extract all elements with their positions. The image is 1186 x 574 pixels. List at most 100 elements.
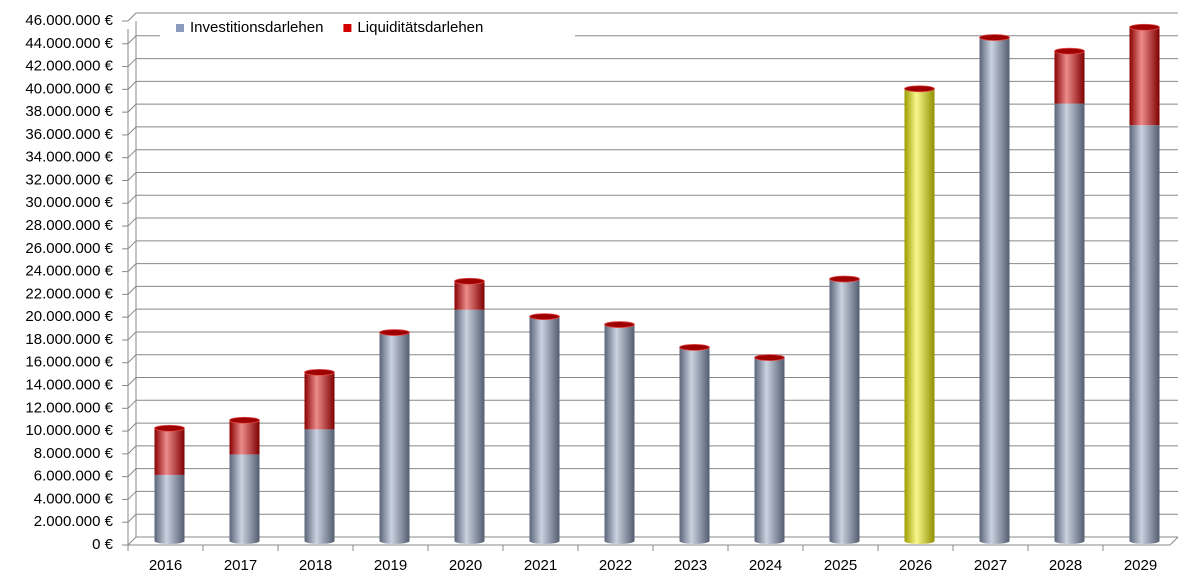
bar: [454, 309, 485, 541]
bar-base: [304, 538, 335, 544]
grid-line: [127, 331, 137, 341]
grid-line: [127, 491, 137, 500]
bar-base: [379, 538, 410, 544]
bar-base: [829, 538, 860, 544]
bar-cap: [1129, 23, 1160, 31]
x-tick-label: 2024: [749, 557, 782, 574]
y-tick-label: 38.000.000 €: [25, 103, 113, 120]
x-tick-label: 2023: [674, 557, 707, 574]
grid-line: [127, 126, 137, 136]
grid-line: [127, 399, 137, 409]
bar: [304, 429, 335, 541]
bar: [229, 454, 260, 541]
y-tick-label: 20.000.000 €: [25, 308, 113, 325]
bar-base: [454, 538, 485, 544]
bar-base: [604, 538, 635, 544]
bar: [679, 347, 710, 541]
grid-line: [127, 172, 137, 181]
bar-base: [904, 538, 935, 544]
grid-line: [127, 513, 137, 523]
bar: [979, 37, 1010, 542]
grid-line: [127, 377, 137, 386]
y-tick-label: 6.000.000 €: [34, 468, 114, 485]
grid-line: [127, 468, 137, 478]
y-tick-label: 34.000.000 €: [25, 149, 113, 166]
grid-line: [127, 286, 137, 295]
bar: [904, 88, 935, 541]
x-tick-label: 2020: [449, 557, 482, 574]
grid-line: [127, 422, 137, 432]
bar: [1129, 125, 1160, 541]
y-tick-label: 30.000.000 €: [25, 194, 113, 211]
grid-line: [127, 80, 137, 90]
bar: [529, 316, 560, 541]
y-tick-label: 14.000.000 €: [25, 376, 113, 393]
y-tick-label: 24.000.000 €: [25, 263, 113, 280]
x-tick-label: 2022: [599, 557, 632, 574]
y-tick-label: 46.000.000 €: [25, 12, 113, 29]
y-tick-label: 28.000.000 €: [25, 217, 113, 234]
y-tick-label: 36.000.000 €: [25, 126, 113, 143]
x-tick-label: 2016: [149, 557, 182, 574]
bar-cap: [304, 369, 335, 376]
bar: [1054, 103, 1085, 541]
grid-line: [127, 536, 137, 546]
y-tick-label: 22.000.000 €: [25, 285, 113, 302]
bar-cap: [904, 85, 935, 93]
grid-line: [127, 35, 137, 45]
legend-swatch: [343, 24, 352, 32]
x-tick-label: 2019: [374, 557, 407, 574]
bar: [379, 332, 410, 541]
bar: [154, 474, 185, 541]
legend-label: Investitionsdarlehen: [190, 19, 323, 36]
bar-cap: [229, 416, 260, 424]
bar-base: [1129, 538, 1160, 544]
grid-line: [127, 217, 137, 227]
y-tick-label: 26.000.000 €: [25, 240, 113, 257]
bar-base: [154, 538, 185, 544]
bar-cap: [979, 34, 1010, 41]
y-tick-label: 0 €: [92, 536, 114, 553]
y-tick-label: 32.000.000 €: [25, 171, 113, 188]
x-tick-label: 2021: [524, 557, 557, 574]
bar-cap: [454, 277, 485, 285]
bar-base: [679, 538, 710, 544]
bar-cap: [679, 343, 710, 351]
bar: [304, 372, 335, 430]
x-tick-label: 2028: [1049, 557, 1082, 574]
y-tick-label: 4.000.000 €: [34, 490, 114, 507]
bar-cap: [1054, 47, 1085, 55]
x-axis-line: [1169, 536, 1179, 546]
bar: [1054, 51, 1085, 104]
grid-line: [127, 103, 137, 113]
bar-cap: [604, 321, 635, 328]
bar-cap: [154, 424, 185, 432]
x-tick-label: 2017: [224, 557, 257, 574]
bar: [829, 279, 860, 541]
x-tick-label: 2027: [974, 557, 1007, 574]
bar: [229, 420, 260, 455]
bar-cap: [379, 329, 410, 336]
grid-line: [127, 12, 137, 22]
y-tick-label: 2.000.000 €: [34, 513, 114, 530]
bar-cap: [829, 275, 860, 283]
grid-line: [127, 58, 137, 67]
y-tick-label: 12.000.000 €: [25, 399, 113, 416]
x-tick-label: 2029: [1124, 557, 1157, 574]
bar: [754, 357, 785, 541]
x-tick-label: 2018: [299, 557, 332, 574]
y-tick-label: 16.000.000 €: [25, 354, 113, 371]
bar-base: [979, 538, 1010, 544]
bar-base: [529, 538, 560, 544]
grid-line: [127, 149, 137, 159]
legend-swatch: [176, 24, 184, 32]
y-tick-label: 18.000.000 €: [25, 331, 113, 348]
x-tick-label: 2026: [899, 557, 932, 574]
grid-line: [127, 445, 137, 455]
bar-base: [1054, 538, 1085, 544]
bar: [454, 281, 485, 310]
grid-line: [127, 308, 137, 318]
x-tick-label: 2025: [824, 557, 857, 574]
